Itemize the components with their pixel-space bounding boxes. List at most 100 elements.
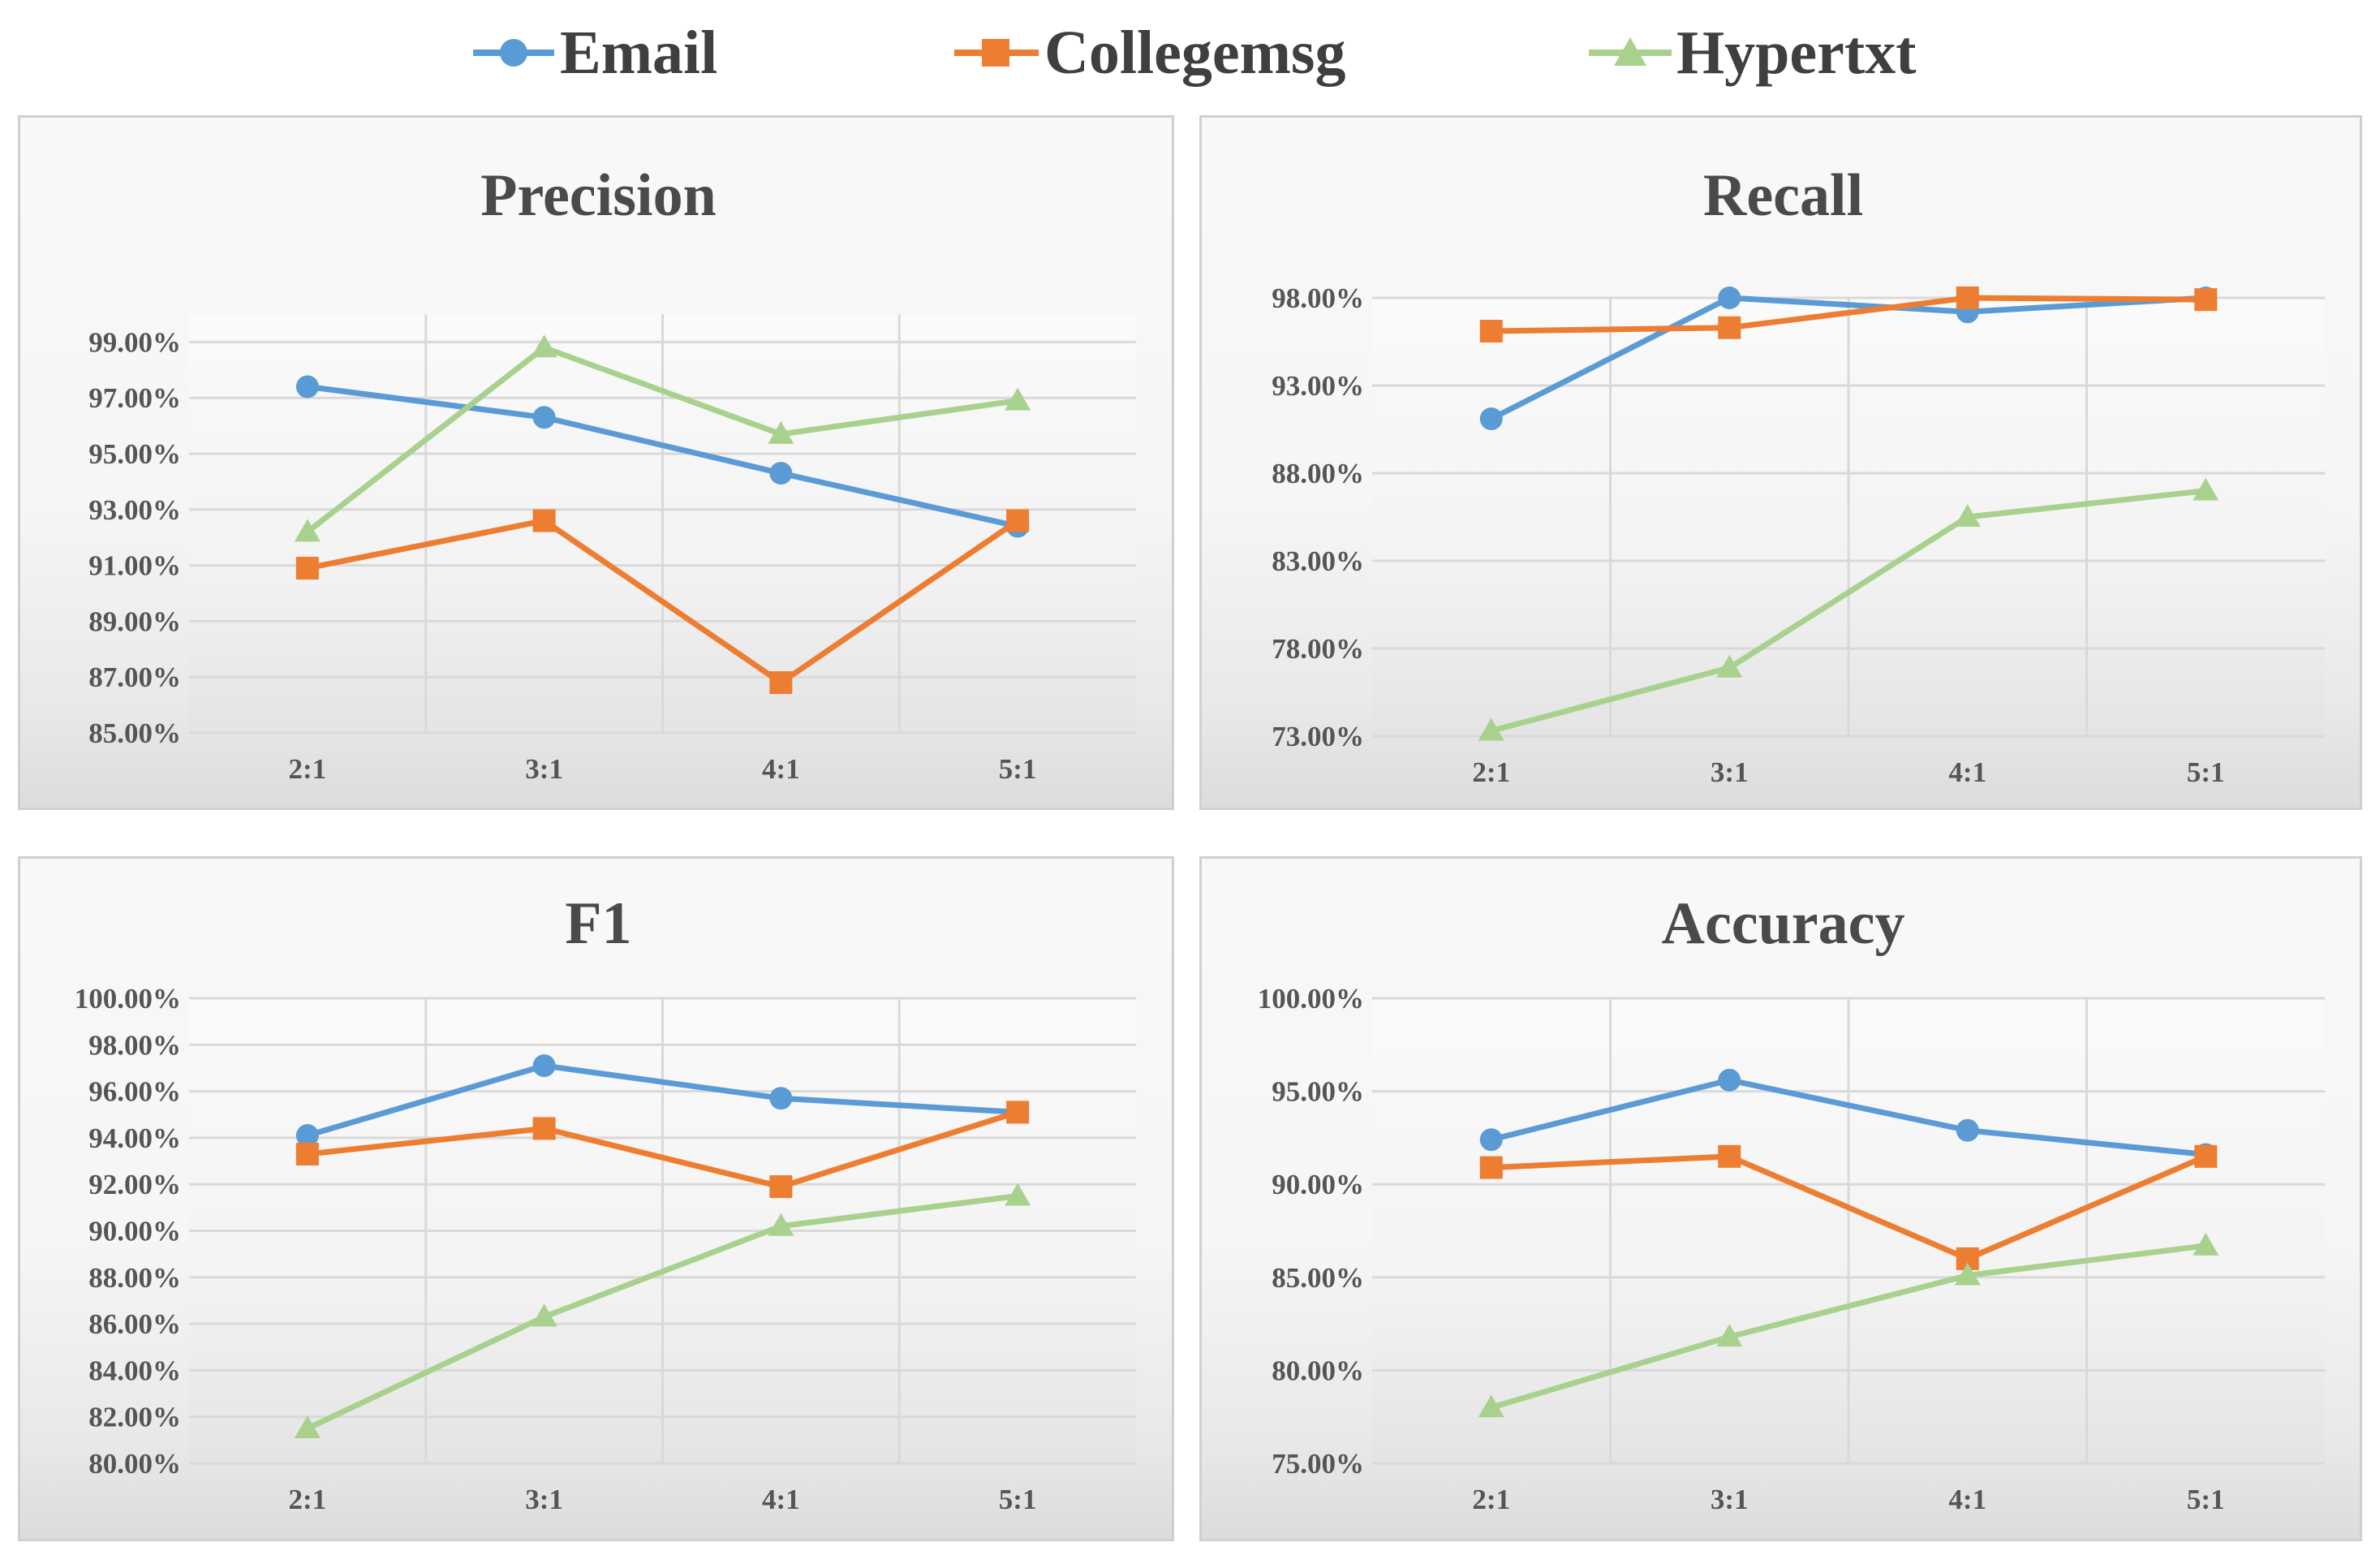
- legend-item-hypertxt: Hypertxt: [1589, 19, 1916, 87]
- precision-point-collegemsg: [532, 509, 556, 532]
- f1-ytick-label: 86.00%: [88, 1308, 181, 1340]
- accuracy-xtick-label: 4:1: [1948, 1484, 1986, 1515]
- recall-point-email: [1718, 287, 1741, 309]
- recall-point-hypertxt: [2193, 477, 2219, 501]
- precision-ytick-label: 91.00%: [88, 550, 181, 582]
- recall-point-hypertxt: [1478, 717, 1504, 741]
- accuracy-point-hypertxt: [1716, 1324, 1743, 1347]
- f1-point-email: [769, 1087, 793, 1110]
- recall-ytick-label: 93.00%: [1272, 370, 1364, 402]
- precision-chart-title: Precision: [480, 162, 716, 229]
- recall-point-hypertxt: [1716, 654, 1743, 678]
- accuracy-chart: Accuracy 75.00% 80.00% 85.00% 90.00% 95.00% 10…: [1258, 890, 2325, 1515]
- accuracy-point-hypertxt: [2193, 1232, 2219, 1256]
- legend-label-hypertxt: Hypertxt: [1676, 19, 1916, 87]
- f1-point-hypertxt: [768, 1213, 794, 1236]
- accuracy-point-email: [1479, 1128, 1503, 1152]
- f1-xtick-label: 3:1: [525, 1484, 563, 1515]
- f1-point-collegemsg: [1006, 1101, 1030, 1124]
- accuracy-ytick-label: 95.00%: [1272, 1076, 1364, 1108]
- f1-chart-title: F1: [565, 890, 631, 957]
- accuracy-point-email: [1718, 1068, 1741, 1092]
- precision-ytick-label: 87.00%: [88, 661, 181, 693]
- f1-ytick-label: 82.00%: [88, 1402, 181, 1433]
- precision-series-line-collegemsg: [307, 518, 1020, 686]
- accuracy-ytick-label: 75.00%: [1272, 1448, 1364, 1480]
- chart-legend: Email Collegemsg Hypertxt: [473, 19, 1916, 87]
- f1-ytick-label: 92.00%: [88, 1169, 181, 1200]
- f1-ytick-label: 90.00%: [88, 1216, 181, 1247]
- accuracy-point-hypertxt: [1954, 1262, 1981, 1286]
- f1-ytick-label: 84.00%: [88, 1355, 181, 1386]
- f1-point-email: [532, 1054, 556, 1078]
- legend-marker-collegemsg: [982, 39, 1009, 67]
- chart-panel-recall: Recall 73.00% 78.00% 83.00% 88.00% 93.00% 98.0…: [1199, 115, 2362, 810]
- accuracy-point-collegemsg: [1479, 1156, 1503, 1179]
- precision-series-line-hypertxt: [305, 344, 1018, 535]
- f1-point-collegemsg: [295, 1142, 319, 1165]
- precision-series-line-email: [307, 383, 1018, 529]
- accuracy-ytick-label: 90.00%: [1272, 1169, 1364, 1200]
- accuracy-point-email: [1956, 1118, 1979, 1142]
- f1-point-hypertxt: [1005, 1183, 1031, 1206]
- precision-point-collegemsg: [1006, 509, 1030, 532]
- recall-ytick-label: 78.00%: [1272, 633, 1364, 665]
- f1-ytick-label: 94.00%: [88, 1122, 181, 1154]
- precision-point-collegemsg: [295, 557, 319, 580]
- precision-ytick-label: 99.00%: [88, 326, 181, 358]
- accuracy-point-collegemsg: [1718, 1144, 1741, 1168]
- recall-xtick-label: 4:1: [1948, 756, 1986, 788]
- recall-chart: Recall 73.00% 78.00% 83.00% 88.00% 93.00% 98.0…: [1272, 162, 2325, 788]
- accuracy-chart-title: Accuracy: [1662, 890, 1905, 957]
- recall-point-collegemsg: [1479, 320, 1503, 343]
- precision-point-hypertxt: [768, 420, 794, 444]
- precision-xtick-label: 3:1: [525, 753, 563, 785]
- precision-point-collegemsg: [769, 671, 793, 695]
- recall-point-collegemsg: [1718, 316, 1741, 339]
- f1-point-hypertxt: [531, 1303, 557, 1327]
- f1-series-line-collegemsg: [307, 1109, 1019, 1190]
- precision-ytick-label: 89.00%: [88, 605, 181, 637]
- precision-ytick-label: 95.00%: [88, 438, 181, 470]
- f1-point-hypertxt: [294, 1415, 321, 1439]
- f1-point-email: [295, 1124, 319, 1148]
- precision-point-hypertxt: [294, 519, 321, 542]
- recall-ytick-label: 98.00%: [1272, 282, 1364, 314]
- recall-series-line-email: [1490, 295, 2206, 422]
- recall-series-line-collegemsg: [1491, 295, 2206, 334]
- recall-ytick-label: 83.00%: [1272, 545, 1364, 577]
- precision-ytick-label: 97.00%: [88, 382, 181, 414]
- recall-xtick-label: 5:1: [2187, 756, 2225, 788]
- precision-xtick-label: 4:1: [762, 753, 800, 785]
- f1-xtick-label: 5:1: [999, 1484, 1037, 1515]
- chart-panel-accuracy: Accuracy 75.00% 80.00% 85.00% 90.00% 95.00% 10…: [1199, 856, 2362, 1541]
- recall-point-hypertxt: [1954, 504, 1981, 527]
- chart-panel-f1: F1 80.00% 82.00% 84.00% 86.00% 88.00% 90.00% 92…: [18, 856, 1174, 1541]
- precision-point-hypertxt: [531, 334, 557, 358]
- recall-ytick-label: 73.00%: [1272, 721, 1364, 752]
- chart-panel-precision: Precision 85.00% 87.00% 89.00% 91.00% 93.00% 9…: [18, 115, 1174, 810]
- accuracy-series-line-collegemsg: [1491, 1153, 2207, 1262]
- f1-series-line-email: [306, 1062, 1018, 1139]
- recall-xtick-label: 2:1: [1472, 756, 1510, 788]
- f1-ytick-label: 96.00%: [88, 1076, 181, 1108]
- f1-xtick-label: 4:1: [762, 1484, 800, 1515]
- f1-ytick-label: 88.00%: [88, 1262, 181, 1294]
- legend-label-email: Email: [560, 19, 717, 87]
- recall-point-email: [1479, 407, 1503, 431]
- precision-ytick-label: 93.00%: [88, 494, 181, 526]
- accuracy-ytick-label: 80.00%: [1272, 1355, 1364, 1386]
- accuracy-ytick-label: 85.00%: [1272, 1262, 1364, 1294]
- f1-chart: F1 80.00% 82.00% 84.00% 86.00% 88.00% 90.00% 92…: [75, 890, 1136, 1515]
- legend-marker-hypertxt: [1614, 37, 1646, 66]
- legend-item-email: Email: [473, 19, 717, 87]
- recall-ytick-label: 88.00%: [1272, 458, 1364, 489]
- f1-ytick-label: 98.00%: [88, 1029, 181, 1061]
- precision-xtick-label: 5:1: [999, 753, 1037, 785]
- accuracy-xtick-label: 3:1: [1711, 1484, 1749, 1515]
- legend-marker-email: [500, 39, 527, 67]
- precision-ytick-label: 85.00%: [88, 717, 181, 749]
- precision-point-email: [532, 406, 556, 429]
- accuracy-series-line-hypertxt: [1490, 1243, 2206, 1411]
- accuracy-xtick-label: 2:1: [1472, 1484, 1510, 1515]
